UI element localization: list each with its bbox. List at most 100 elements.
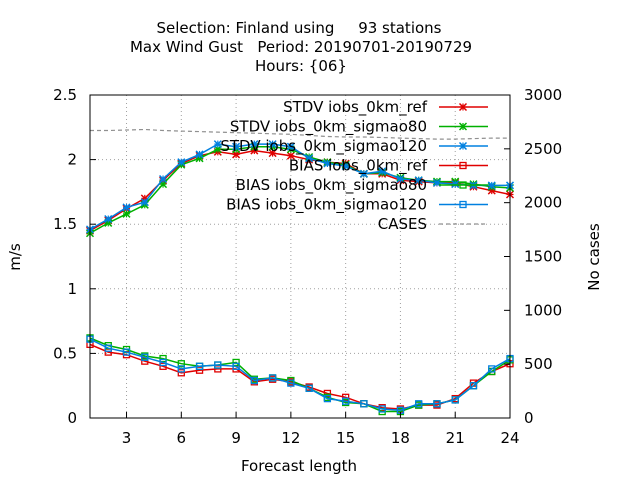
y2-tick-label: 0 [524, 409, 534, 427]
series-line [90, 128, 510, 140]
data-point [250, 376, 258, 385]
data-point [195, 150, 204, 159]
data-point [287, 379, 295, 387]
data-point [342, 393, 350, 401]
y-tick-label: 2 [67, 151, 77, 169]
legend-entry: STDV iobs_0km_sigmao120 [220, 137, 488, 156]
data-point [159, 358, 167, 367]
data-point [104, 215, 113, 224]
x-tick-label: 3 [122, 429, 132, 447]
x-axis-label: Forecast length [241, 457, 357, 475]
x-tick-label: 6 [177, 429, 187, 447]
data-point [469, 382, 478, 390]
legend-marker [458, 102, 468, 112]
y2-tick-label: 3000 [524, 86, 562, 104]
data-point [396, 174, 405, 184]
legend-entry: BIAS iobs_0km_sigmao120 [226, 196, 488, 215]
data-point [141, 353, 149, 361]
data-point [323, 389, 332, 398]
data-point [359, 169, 368, 178]
data-point [268, 374, 277, 382]
series-line [89, 338, 511, 411]
legend-marker [458, 141, 468, 151]
legend-label: BIAS iobs_0km_sigmao120 [226, 196, 427, 215]
legend-marker [459, 200, 467, 209]
data-point [323, 394, 332, 403]
y2-tick-label: 500 [524, 355, 553, 373]
y2-tick-label: 1500 [524, 248, 562, 266]
y2-axis-label: No cases [585, 223, 603, 291]
data-point [140, 198, 149, 207]
legend-marker [459, 181, 467, 189]
legend-entry: BIAS iobs_0km_ref [289, 157, 488, 176]
data-point [195, 362, 204, 370]
x-tick-label: 18 [391, 429, 410, 447]
data-point [177, 365, 185, 373]
series-line [89, 343, 511, 410]
data-point [213, 140, 222, 149]
legend-entry: STDV iobs_0km_ref [283, 98, 488, 117]
data-point [342, 397, 350, 405]
legend-label: CASES [378, 215, 427, 233]
series-bias-iobs-0km-sigmao120 [86, 335, 514, 414]
data-point [141, 357, 149, 365]
data-point [250, 140, 259, 149]
data-point [159, 174, 168, 184]
data-point [286, 142, 295, 151]
data-point [323, 159, 332, 168]
chart-title-line-1: Selection: Finland using 93 stations [157, 19, 442, 37]
data-point [487, 181, 496, 190]
x-tick-label: 12 [281, 429, 300, 447]
data-point [488, 365, 496, 373]
data-point [268, 149, 277, 158]
legend-marker [459, 161, 467, 170]
data-point [378, 405, 386, 413]
y-tick-label: 0 [67, 409, 77, 427]
data-point [195, 366, 204, 374]
y-tick-label: 1.5 [53, 215, 77, 233]
legend-label: STDV iobs_0km_sigmao80 [230, 118, 427, 137]
data-point [232, 362, 240, 370]
y-tick-label: 1 [67, 280, 77, 298]
series-line [89, 337, 511, 413]
data-point [451, 180, 460, 189]
data-point [286, 151, 295, 160]
data-point [433, 400, 441, 408]
legend-entry: CASES [378, 215, 488, 233]
legend-label: BIAS iobs_0km_sigmao80 [236, 176, 427, 195]
data-point [360, 400, 368, 408]
cases-series-layer [90, 128, 510, 140]
legend-entry: BIAS iobs_0km_sigmao80 [236, 176, 488, 195]
x-tick-label: 21 [446, 429, 465, 447]
data-point [104, 344, 112, 352]
y2-tick-label: 2000 [524, 194, 562, 212]
data-point [214, 365, 222, 373]
x-tick-label: 15 [336, 429, 355, 447]
data-point [177, 369, 185, 377]
legend-marker [458, 122, 468, 131]
data-point [305, 154, 314, 163]
data-point [177, 158, 186, 167]
chart-title-line-2: Max Wind Gust Period: 20190701-20190729 [130, 38, 472, 56]
data-point [415, 400, 423, 408]
data-point [232, 142, 241, 151]
legend-entry: STDV iobs_0km_sigmao80 [230, 118, 488, 137]
data-point [159, 354, 167, 363]
chart-title-line-3: Hours: {06} [255, 57, 347, 75]
y2-tick-label: 2500 [524, 140, 562, 158]
y-axis-label: m/s [6, 243, 24, 271]
data-point [122, 209, 131, 218]
data-point [341, 162, 350, 171]
data-point [378, 167, 387, 176]
data-point [268, 140, 277, 149]
series-layer [85, 140, 515, 416]
tick-labels: 0 0.5 1 1.5 2 2.5 0 500 1000 1500 2000 2500 3000 3 6 9 1… [53, 86, 562, 447]
data-point [451, 396, 459, 404]
data-point [177, 360, 185, 368]
series-bias-iobs-0km-sigmao80 [86, 334, 514, 416]
y-tick-label: 0.5 [53, 344, 77, 362]
x-tick-label: 24 [500, 429, 519, 447]
